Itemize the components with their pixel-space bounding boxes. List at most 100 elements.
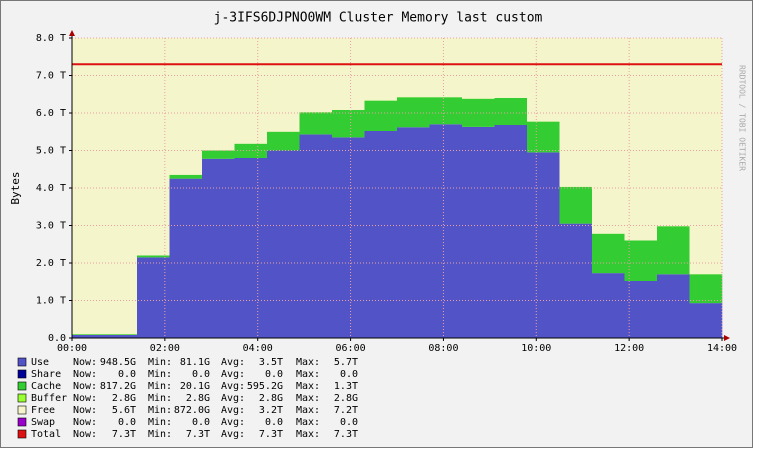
area-segment	[429, 124, 463, 338]
area-segment	[397, 127, 430, 338]
axis-arrow	[724, 335, 730, 341]
area-segment	[299, 64, 333, 113]
area-segment	[234, 158, 268, 338]
x-tick-label: 08:00	[428, 343, 458, 354]
legend-stat-label: Now:	[73, 405, 97, 416]
legend-stat-value: 7.3T	[259, 429, 283, 440]
y-tick-label: 6.0 T	[36, 108, 66, 119]
legend-stat-value: 0.0	[192, 417, 210, 428]
legend-stat-label: Avg:	[221, 429, 245, 440]
area-segment	[657, 274, 690, 338]
y-axis-label: Bytes	[9, 171, 22, 204]
area-segment	[657, 226, 690, 275]
area-segment	[267, 150, 300, 338]
legend-stat-label: Min:	[148, 357, 172, 368]
legend-stat-value: 0.0	[265, 369, 283, 380]
legend-stat-value: 817.2G	[100, 381, 136, 392]
legend-stat-label: Now:	[73, 429, 97, 440]
area-segment	[397, 64, 430, 98]
area-segment	[267, 131, 300, 151]
x-tick-label: 00:00	[57, 343, 87, 354]
chart-title: j-3IFS6DJPNO0WM Cluster Memory last cust…	[214, 11, 543, 26]
area-segment	[689, 303, 723, 338]
area-segment	[462, 126, 495, 338]
area-segment	[592, 64, 625, 234]
area-segment	[332, 64, 365, 110]
area-segment	[72, 334, 105, 335]
legend-stat-value: 2.8G	[259, 393, 283, 404]
legend-stat-value: 872.0G	[174, 405, 210, 416]
area-segment	[689, 64, 723, 275]
legend-stat-label: Now:	[73, 393, 97, 404]
legend-stat-value: 5.6T	[112, 405, 136, 416]
legend-swatch	[17, 417, 27, 427]
area-segment	[202, 158, 235, 338]
legend-stat-value: 595.2G	[247, 381, 283, 392]
area-segment	[104, 334, 138, 335]
y-tick-label: 1.0 T	[36, 296, 66, 307]
area-segment	[72, 64, 105, 335]
legend-stat-value: 3.5T	[259, 357, 283, 368]
legend-stat-value: 0.0	[192, 369, 210, 380]
area-segment	[137, 257, 170, 338]
legend-stat-value: 0.0	[118, 369, 136, 380]
area-segment	[299, 112, 333, 135]
area-segment	[657, 64, 690, 227]
area-segment	[559, 223, 593, 338]
area-segment	[169, 64, 203, 175]
legend-stat-label: Min:	[148, 393, 172, 404]
area-segment	[332, 137, 365, 338]
area-segment	[202, 150, 235, 159]
area-segment	[689, 274, 723, 304]
area-segment	[137, 255, 170, 258]
area-segment	[429, 64, 463, 98]
area-segment	[234, 143, 268, 158]
area-segment	[234, 64, 268, 144]
area-segment	[104, 335, 138, 338]
legend-label: Free	[31, 405, 55, 416]
axis-arrow	[69, 30, 75, 36]
legend-stat-value: 5.7T	[334, 357, 358, 368]
legend-stat-value: 81.1G	[180, 357, 210, 368]
y-tick-label: 4.0 T	[36, 183, 66, 194]
legend-stat-label: Max:	[296, 369, 320, 380]
legend-stat-label: Max:	[296, 357, 320, 368]
area-segment	[202, 64, 235, 151]
legend-stat-label: Min:	[148, 429, 172, 440]
area-segment	[592, 233, 625, 274]
legend-stat-value: 7.3T	[186, 429, 210, 440]
legend-stat-label: Now:	[73, 381, 97, 392]
area-segment	[72, 335, 105, 338]
area-segment	[494, 125, 528, 338]
legend-stat-label: Min:	[148, 405, 172, 416]
legend-stat-value: 2.8G	[334, 393, 358, 404]
legend-stat-value: 2.8G	[112, 393, 136, 404]
legend-stat-value: 0.0	[340, 369, 358, 380]
area-segment	[559, 64, 593, 187]
legend-stat-value: 0.0	[265, 417, 283, 428]
x-tick-label: 06:00	[336, 343, 366, 354]
x-tick-label: 14:00	[707, 343, 737, 354]
legend-stat-label: Now:	[73, 417, 97, 428]
legend-stat-value: 2.8G	[186, 393, 210, 404]
legend-stat-label: Min:	[148, 369, 172, 380]
area-segment	[169, 178, 203, 338]
legend-stat-label: Max:	[296, 393, 320, 404]
legend-stat-label: Now:	[73, 369, 97, 380]
legend-stat-value: 20.1G	[180, 381, 210, 392]
area-segment	[462, 64, 495, 99]
legend-stat-label: Avg:	[221, 417, 245, 428]
area-segment	[364, 100, 398, 131]
y-tick-label: 2.0 T	[36, 258, 66, 269]
legend-swatch	[17, 381, 27, 391]
y-tick-label: 7.0 T	[36, 71, 66, 82]
legend-stat-value: 0.0	[118, 417, 136, 428]
legend-stat-label: Min:	[148, 381, 172, 392]
y-tick-label: 5.0 T	[36, 146, 66, 157]
legend-label: Total	[31, 429, 61, 440]
y-tick-label: 0.0	[48, 333, 66, 344]
area-segment	[624, 281, 658, 338]
x-tick-label: 12:00	[614, 343, 644, 354]
area-segment	[104, 64, 138, 335]
area-segment	[429, 97, 463, 125]
